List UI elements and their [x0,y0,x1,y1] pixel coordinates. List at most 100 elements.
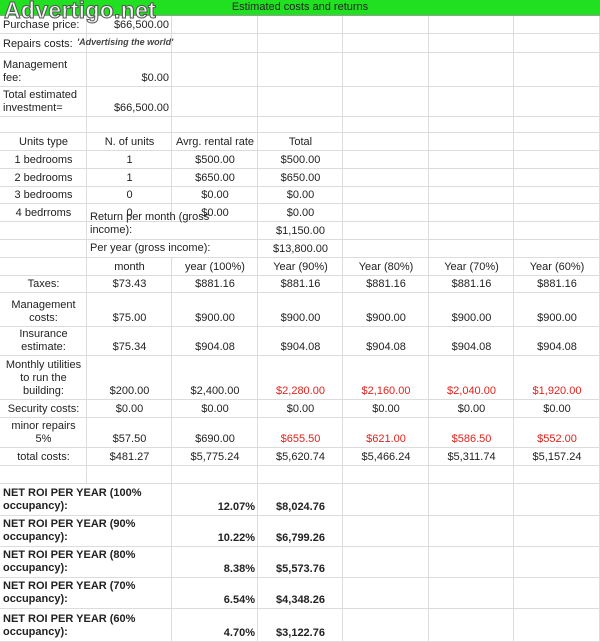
grid-cell [0,87,87,117]
grid-cell [343,87,429,117]
grid-cell [0,16,87,34]
cost-value: $586.50 [451,433,492,445]
cost-value: $1,920.00 [532,385,582,397]
grid-cell [87,466,172,484]
grid-cell [258,258,343,276]
cost-value: $75.34 [112,341,147,353]
grid-cell [429,187,514,204]
grid-cell [429,133,514,151]
grid-cell [429,578,514,609]
grid-cell [429,609,514,642]
grid-cell [87,151,172,169]
grid-cell [172,53,258,87]
units-value: 0 [126,207,133,219]
grid-cell [0,34,87,53]
grid-cell [258,547,343,578]
cost-value: $900.00 [366,312,406,324]
costs-column-header: Year (90%) [273,261,328,273]
cost-value: $552.00 [537,433,577,445]
grid-cell [172,276,258,293]
costs-column-header: Year (70%) [444,261,499,273]
grid-cell [514,466,600,484]
watermark-tagline: 'Advertising the world' [77,37,174,47]
grid-cell [343,327,429,356]
cost-value: $0.00 [115,403,144,415]
grid-cell [429,327,514,356]
costs-column-header: month [114,261,145,273]
roi-percent: 8.38% [223,563,255,575]
grid-cell [429,16,514,34]
grid-cell [0,222,87,240]
grid-cell [0,466,87,484]
investment-value: $0.00 [141,72,169,84]
roi-amount: $6,799.26 [276,532,325,544]
grid-cell [429,117,514,133]
grid-cell [258,34,343,53]
costs-column-header: year (100%) [185,261,245,273]
grid-cell [514,547,600,578]
grid-cell [172,169,258,187]
grid-cell [87,400,172,418]
grid-cell [172,293,258,327]
grid-cell [343,356,429,400]
grid-cell [258,169,343,187]
gross-value: $13,800.00 [272,243,329,255]
grid-cell [87,53,172,87]
grid-cell [87,293,172,327]
roi-label: NET ROI PER YEAR (100% occupancy): [0,484,172,516]
grid-cell [87,87,172,117]
cost-value: $5,775.24 [190,451,240,463]
grid-cell [172,547,258,578]
grid-cell [87,448,172,466]
cost-label: Security costs: [7,403,80,415]
units-value: 1 [126,172,133,184]
grid-cell [258,222,343,240]
grid-cell [343,240,429,258]
cost-value: $0.00 [201,403,229,415]
grid-cell [343,258,429,276]
grid-cell [343,400,429,418]
cost-value: $900.00 [537,312,577,324]
grid-cell [87,34,172,53]
grid-cell [258,240,343,258]
cost-value: $2,040.00 [447,385,496,397]
grid-cell [172,16,258,34]
grid-cell [172,448,258,466]
investment-label: Total estimated investment= [3,89,77,114]
grid-cell [343,448,429,466]
cost-label: minor repairs 5% [11,420,76,445]
grid-cell [343,578,429,609]
units-value: $0.00 [201,189,229,201]
grid-cell [343,609,429,642]
grid-cell [514,240,600,258]
grid-cell [343,484,429,516]
roi-label: NET ROI PER YEAR (60% occupancy): [0,609,172,642]
cost-value: $200.00 [109,385,150,397]
cost-value: $2,160.00 [361,385,411,397]
cost-value: $5,311.74 [447,451,496,463]
grid-cell [172,466,258,484]
investment-label: Purchase price: [3,19,80,31]
cost-label: Monthly utilities to run the building: [5,359,82,397]
units-value: $0.00 [286,207,315,219]
grid-cell [0,400,87,418]
grid-cell [258,87,343,117]
cost-value: $2,400.00 [190,385,240,397]
grid-cell [0,133,87,151]
units-label: 2 bedrooms [14,172,73,184]
roi-amount: $8,024.76 [276,501,325,513]
grid-cell [172,418,258,448]
gross-label: Return per month (gross income): [87,211,258,240]
grid-cell [258,578,343,609]
grid-cell [343,547,429,578]
grid-cell [429,169,514,187]
units-value: $0.00 [286,189,315,201]
grid-cell [172,34,258,53]
grid-cell [87,418,172,448]
grid-cell [87,258,172,276]
grid-cell [343,276,429,293]
cost-value: $0.00 [286,403,315,415]
cost-value: $57.50 [112,433,147,445]
units-label: 1 bedrooms [14,154,73,166]
units-value: 0 [126,189,133,201]
